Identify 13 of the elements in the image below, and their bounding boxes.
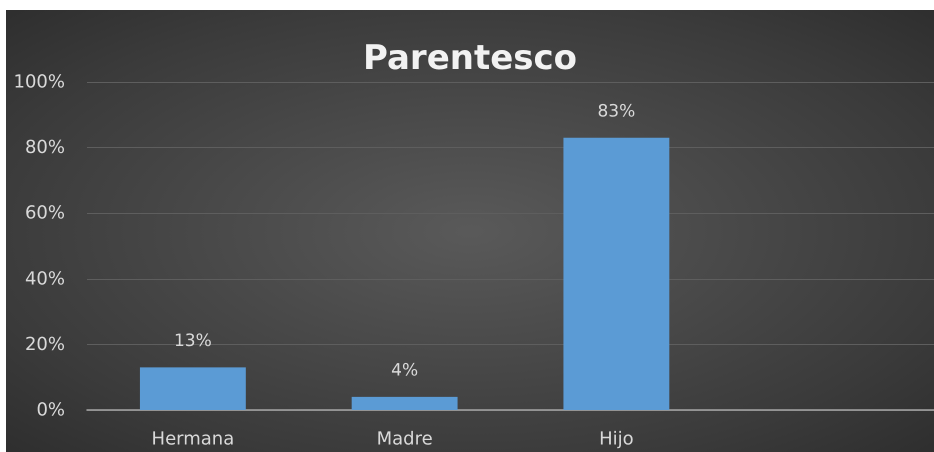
y-tick-label: 60% bbox=[24, 202, 65, 224]
chart-title: Parentesco bbox=[362, 38, 578, 78]
y-tick-label: 0% bbox=[36, 400, 65, 420]
x-tick-label: Hijo bbox=[599, 428, 634, 450]
y-tick-label: 20% bbox=[24, 334, 65, 355]
y-tick-label: 80% bbox=[24, 137, 65, 158]
data-label: 4% bbox=[391, 360, 418, 380]
y-tick-label: 100% bbox=[14, 72, 65, 92]
y-tick-label: 40% bbox=[24, 268, 65, 290]
data-label: 13% bbox=[174, 330, 212, 351]
x-tick-label: Hermana bbox=[152, 428, 234, 450]
data-label: 83% bbox=[597, 101, 636, 122]
x-tick-label: Madre bbox=[376, 428, 433, 450]
